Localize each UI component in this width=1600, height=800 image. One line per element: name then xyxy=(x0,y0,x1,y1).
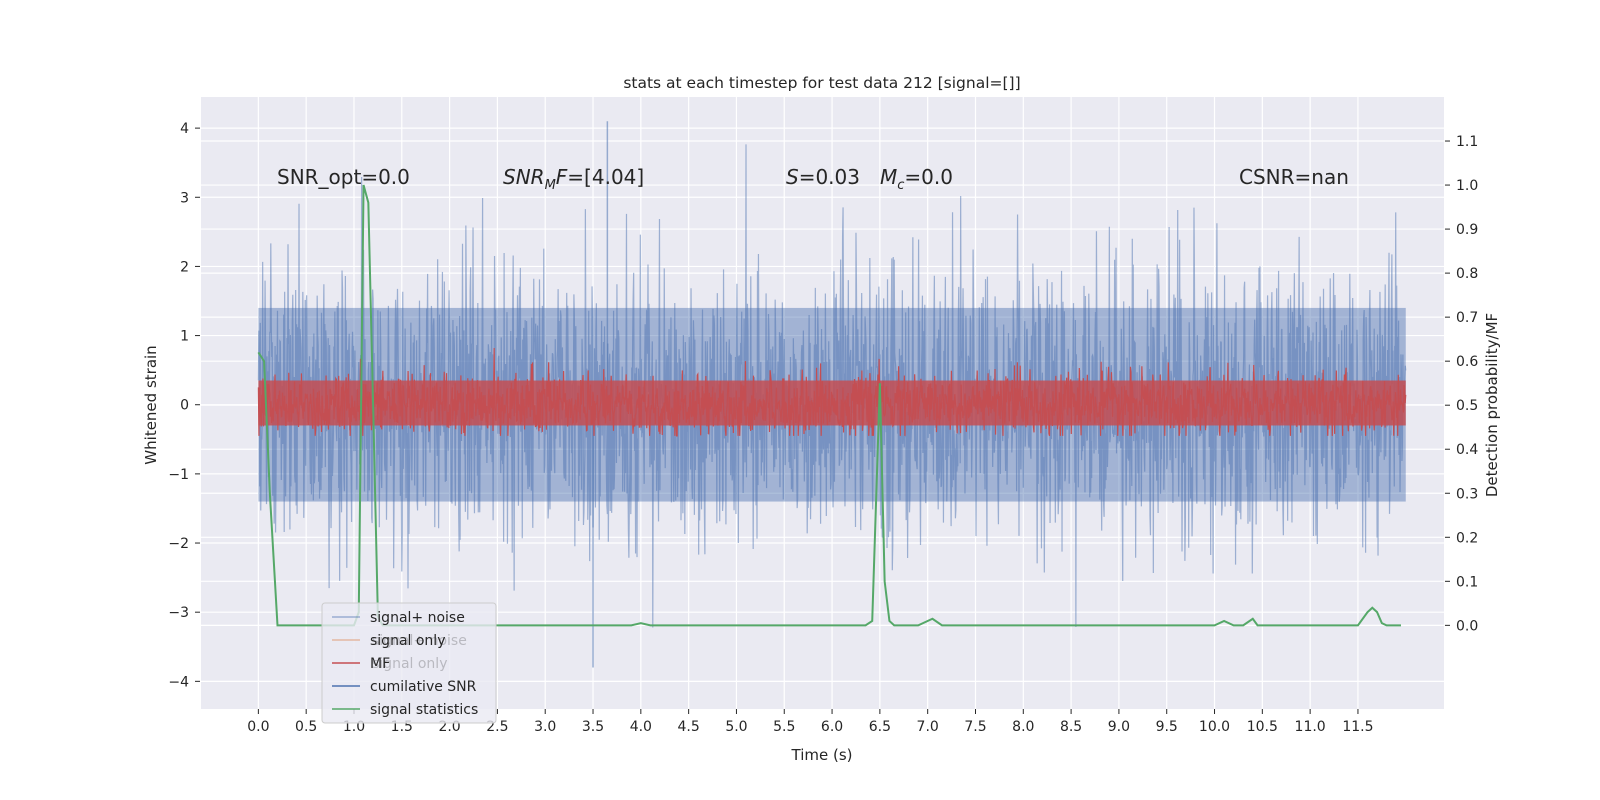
x-tick-label: 8.0 xyxy=(1012,719,1034,735)
x-tick-label: 4.0 xyxy=(630,719,652,735)
x-tick-label: 11.5 xyxy=(1342,719,1373,735)
legend-label-mf: MF xyxy=(370,656,390,672)
x-tick-label: 0.0 xyxy=(247,719,269,735)
annotation-mc: Mc=0.0 xyxy=(880,165,953,193)
legend-label-signal-noise: signal+ noise xyxy=(370,610,465,626)
legend-ghost-text-1: signal+ noise xyxy=(372,633,467,649)
series-signal-statistics xyxy=(257,184,1401,627)
x-tick-label: 0.5 xyxy=(295,719,317,735)
x-tick-label: 9.5 xyxy=(1156,719,1178,735)
x-tick-label: 8.5 xyxy=(1060,719,1082,735)
annotation-s: S=0.03 xyxy=(786,165,860,189)
y2-tick-label: 0.4 xyxy=(1456,442,1478,458)
y-axis-ticks: 4 3 2 1 0 −1 −2 −3 −4 xyxy=(168,121,200,690)
x-tick-label: 10.5 xyxy=(1247,719,1278,735)
y2-tick-label: 1.0 xyxy=(1456,178,1478,194)
x-axis-label: Time (s) xyxy=(791,746,853,764)
y-tick-label: 2 xyxy=(180,259,189,275)
y2-tick-label: 1.1 xyxy=(1456,134,1478,150)
x-tick-label: 6.5 xyxy=(869,719,891,735)
chart-title: stats at each timestep for test data 212… xyxy=(623,74,1020,92)
legend-ghost-text-2: signal only xyxy=(372,656,447,672)
y2-tick-label: 0.9 xyxy=(1456,222,1478,238)
x-tick-label: 9.0 xyxy=(1108,719,1130,735)
annotation-snr-opt: SNR_opt=0.0 xyxy=(277,165,410,189)
legend-label-signal-only: signal only xyxy=(370,633,445,649)
legend: signal+ noise signal only signal+ noise … xyxy=(321,602,497,724)
y-tick-label: 3 xyxy=(180,190,189,206)
x-tick-label: 4.5 xyxy=(678,719,700,735)
y2-tick-label: 0.0 xyxy=(1456,618,1478,634)
y2-tick-label: 0.3 xyxy=(1456,486,1478,502)
legend-label-signal-statistics: signal statistics xyxy=(370,702,478,718)
y2-axis-ticks: 1.1 1.0 0.9 0.8 0.7 0.6 0.5 0.4 0.3 0.2 0.1 0.0 xyxy=(1445,134,1478,634)
legend-box xyxy=(321,602,497,724)
legend-label-cumilative-snr: cumilative SNR xyxy=(370,679,477,695)
y2-tick-label: 0.8 xyxy=(1456,266,1478,282)
annotation-csnr: CSNR=nan xyxy=(1239,165,1349,189)
y-tick-label: −4 xyxy=(168,674,189,690)
y-tick-label: −1 xyxy=(168,467,189,483)
mf-line xyxy=(257,348,1407,437)
signal-statistics-line xyxy=(257,184,1401,627)
x-tick-label: 11.0 xyxy=(1295,719,1326,735)
y2-tick-label: 0.2 xyxy=(1456,530,1478,546)
x-tick-label: 5.0 xyxy=(725,719,747,735)
y2-tick-label: 0.5 xyxy=(1456,398,1478,414)
x-axis-ticks: 0.0 0.5 1.0 1.5 2.0 2.5 3.0 3.5 4.0 4.5 5.0 5.5 6.0 6… xyxy=(247,709,1374,735)
x-tick-label: 3.5 xyxy=(582,719,604,735)
y2-tick-label: 0.1 xyxy=(1456,574,1478,590)
x-tick-label: 7.5 xyxy=(964,719,986,735)
x-tick-label: 10.0 xyxy=(1199,719,1230,735)
x-tick-label: 6.0 xyxy=(821,719,843,735)
series-mf xyxy=(257,348,1407,437)
x-tick-label: 7.0 xyxy=(917,719,939,735)
y-tick-label: −2 xyxy=(168,536,189,552)
x-tick-label: 5.5 xyxy=(773,719,795,735)
y-axis-label: Whitened strain xyxy=(142,345,160,464)
y-tick-label: −3 xyxy=(168,605,189,621)
y-tick-label: 4 xyxy=(180,121,189,137)
y2-tick-label: 0.6 xyxy=(1456,354,1478,370)
y2-axis-label: Detection probability/MF xyxy=(1483,313,1501,497)
x-tick-label: 3.0 xyxy=(534,719,556,735)
y2-tick-label: 0.7 xyxy=(1456,310,1478,326)
annotation-snr-mf: SNRMF=[4.04] xyxy=(503,165,644,193)
y-tick-label: 1 xyxy=(180,329,189,345)
y-tick-label: 0 xyxy=(180,398,189,414)
